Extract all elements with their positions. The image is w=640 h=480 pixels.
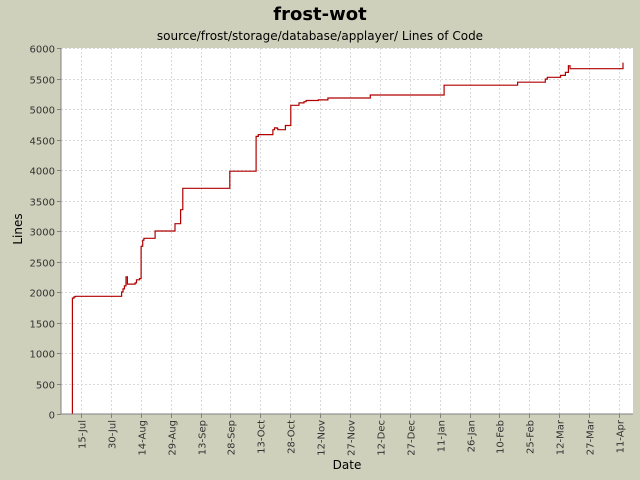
x-tick-label: 12-Nov — [317, 420, 328, 456]
x-tick-label: 27-Dec — [407, 420, 418, 456]
chart-title: frost-wot — [273, 4, 367, 25]
y-tick-label: 500 — [36, 381, 55, 392]
y-tick-label: 2000 — [30, 289, 55, 300]
x-tick-label: 25-Feb — [526, 420, 537, 454]
x-tick-label: 15-Jul — [78, 420, 89, 449]
y-tick-label: 3000 — [30, 228, 55, 239]
y-tick-label: 6000 — [30, 45, 55, 56]
x-tick-label: 30-Jul — [108, 420, 119, 449]
x-tick-label: 27-Mar — [586, 419, 597, 455]
y-axis: 0 500 1000 1500 2000 2500 3000 3500 4000 4500 5000… — [30, 45, 61, 422]
x-axis-label: Date — [332, 458, 362, 472]
y-tick-label: 5500 — [30, 76, 55, 87]
x-tick-label: 13-Sep — [198, 420, 209, 455]
x-tick-label: 14-Aug — [138, 420, 149, 456]
x-tick-label: 11-Apr — [616, 419, 627, 453]
x-tick-label: 12-Mar — [556, 419, 567, 455]
x-tick-label: 28-Oct — [287, 420, 298, 454]
y-tick-label: 4500 — [30, 137, 55, 148]
series-line-lines-of-code — [71, 62, 624, 414]
y-tick-label: 5000 — [30, 106, 55, 117]
y-tick-label: 2500 — [30, 259, 55, 270]
x-tick-label: 27-Nov — [347, 420, 358, 456]
series-group — [71, 62, 624, 414]
y-tick-label: 0 — [49, 411, 55, 422]
y-tick-label: 4000 — [30, 167, 55, 178]
y-tick-label: 1000 — [30, 350, 55, 361]
grid-lines — [61, 48, 633, 414]
y-axis-label: Lines — [11, 213, 25, 245]
x-tick-label: 26-Jan — [467, 420, 478, 452]
x-tick-label: 10-Feb — [496, 420, 507, 454]
y-tick-label: 3500 — [30, 198, 55, 209]
y-tick-label: 1500 — [30, 320, 55, 331]
x-tick-label: 13-Oct — [257, 420, 268, 454]
x-tick-label: 11-Jan — [437, 420, 448, 452]
x-tick-label: 28-Sep — [227, 420, 238, 455]
x-axis: 15-Jul 30-Jul 14-Aug 29-Aug 13-Sep 28-Sep 13-O… — [78, 414, 627, 456]
x-tick-label: 29-Aug — [168, 420, 179, 456]
x-tick-label: 12-Dec — [377, 420, 388, 456]
chart-subtitle: source/frost/storage/database/applayer/ … — [156, 29, 484, 43]
